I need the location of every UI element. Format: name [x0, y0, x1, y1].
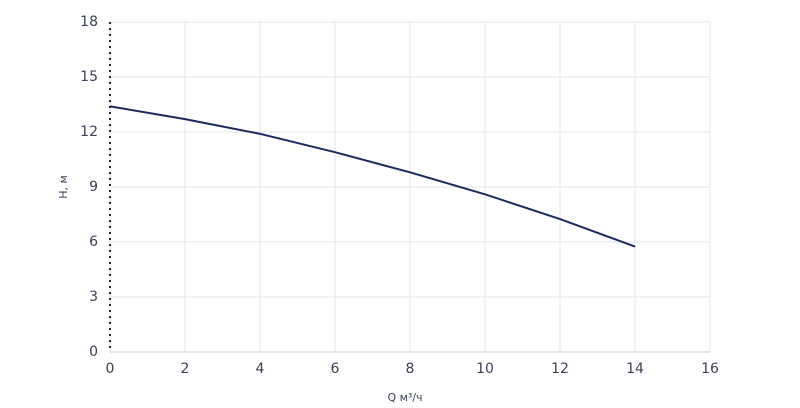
y-axis-label: H, м — [57, 175, 70, 199]
x-axis-label: Q м³/ч — [387, 391, 422, 404]
y-tick-label: 12 — [80, 124, 98, 140]
y-tick-label: 18 — [80, 14, 98, 30]
y-tick-label: 9 — [89, 179, 98, 195]
x-tick-label: 8 — [406, 361, 415, 377]
x-tick-label: 6 — [331, 361, 340, 377]
x-tick-label: 14 — [626, 361, 644, 377]
line-series — [109, 105, 636, 248]
x-tick-label: 10 — [476, 361, 494, 377]
x-tick-label: 16 — [701, 361, 719, 377]
x-tick-label: 2 — [181, 361, 190, 377]
x-tick-label: 12 — [551, 361, 569, 377]
y-tick-label: 15 — [80, 69, 98, 85]
y-tick-label: 0 — [89, 344, 98, 360]
x-tick-label: 4 — [256, 361, 265, 377]
y-tick-label: 3 — [89, 289, 98, 305]
y-tick-label: 6 — [89, 234, 98, 250]
x-tick-label: 0 — [106, 361, 115, 377]
